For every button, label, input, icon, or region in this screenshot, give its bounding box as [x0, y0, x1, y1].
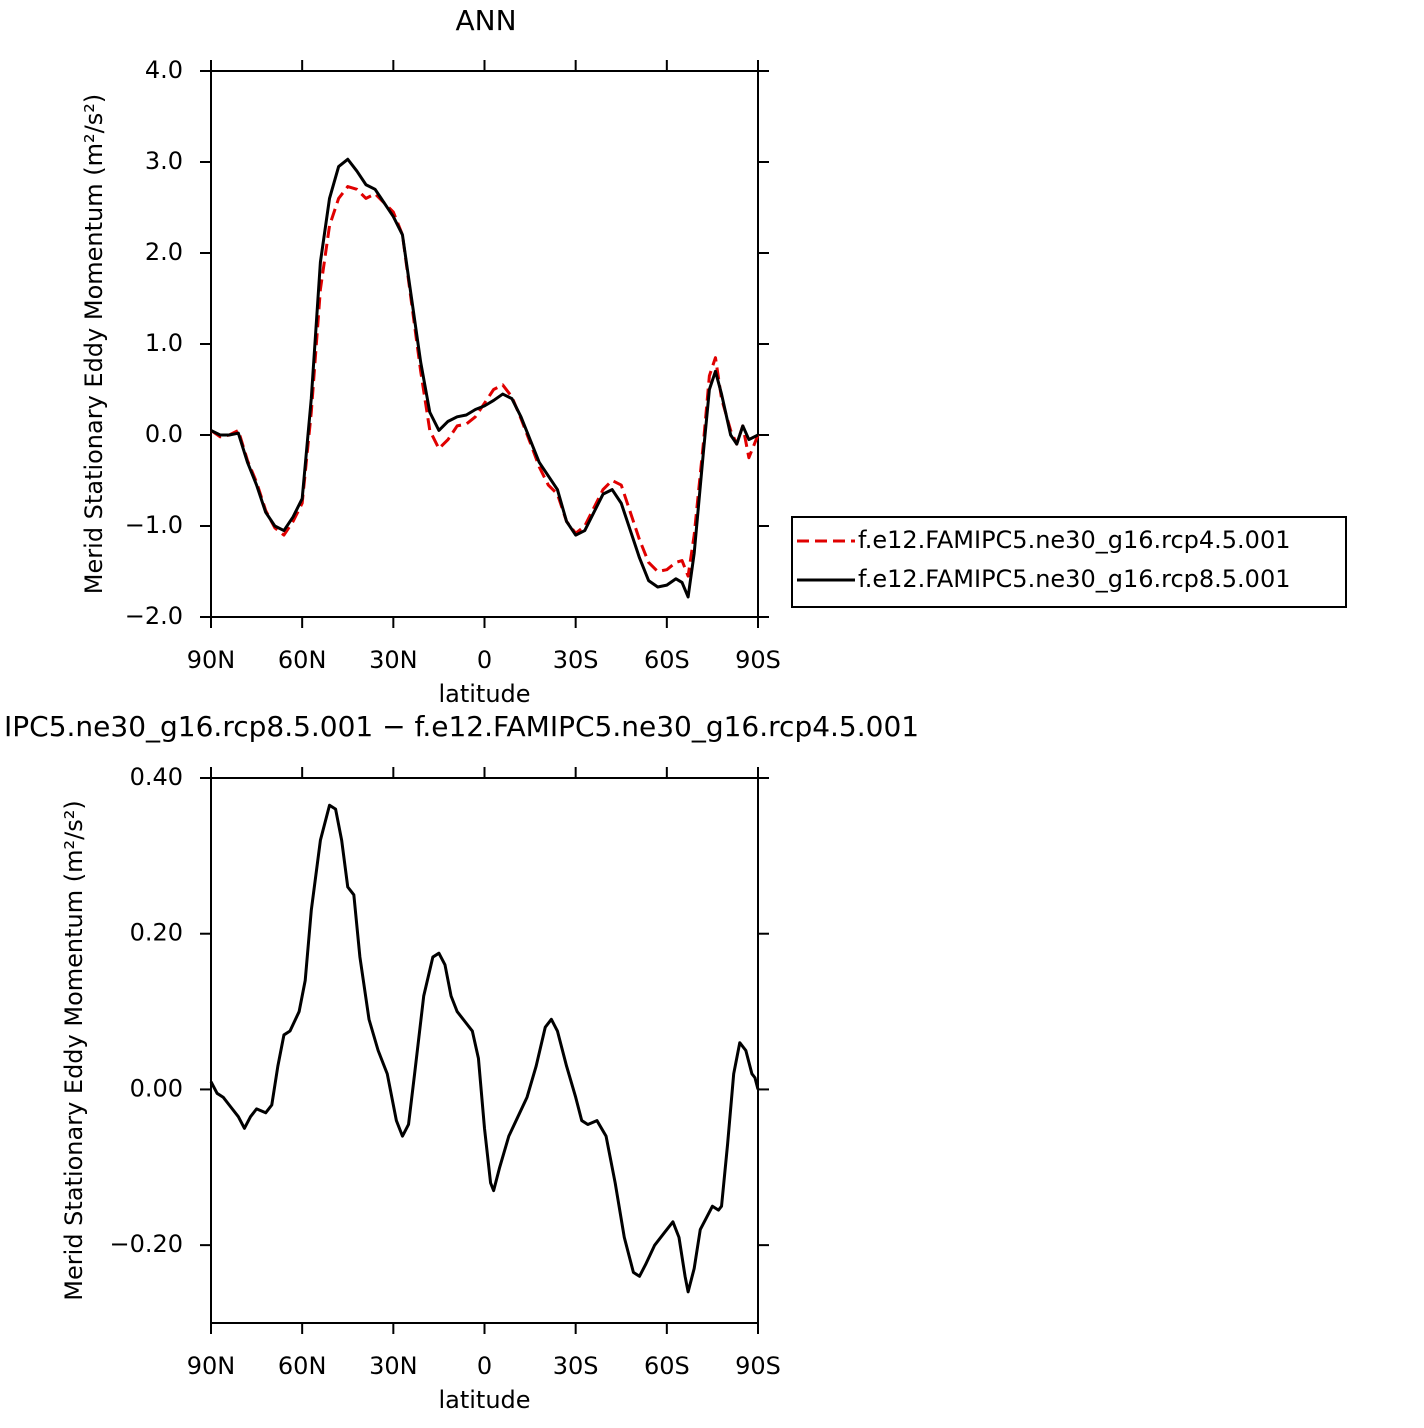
x-tick-label: 90S	[735, 646, 781, 674]
x-axis-label: latitude	[438, 680, 530, 708]
chart-title: IPC5.ne30_g16.rcp8.5.001 − f.e12.FAMIPC5…	[4, 710, 919, 743]
plot-frame	[210, 777, 759, 1324]
x-tick-label: 90N	[187, 1352, 236, 1380]
x-tick-label: 60S	[644, 1352, 690, 1380]
y-tick-label: 2.0	[145, 238, 183, 266]
x-tick-label: 90S	[735, 1352, 781, 1380]
y-axis-label: Merid Stationary Eddy Momentum (m²/s²)	[60, 800, 88, 1300]
y-tick-label: 0.40	[130, 763, 183, 791]
legend-label: f.e12.FAMIPC5.ne30_g16.rcp4.5.001	[858, 526, 1291, 554]
y-tick-label: 0.00	[130, 1074, 183, 1102]
x-tick-label: 30S	[553, 646, 599, 674]
y-tick-label: 3.0	[145, 147, 183, 175]
line-series	[210, 157, 759, 599]
plot-frame	[210, 70, 759, 618]
x-tick-label: 0	[477, 1352, 492, 1380]
y-tick-label: −1.0	[125, 511, 183, 539]
y-tick-label: 4.0	[145, 56, 183, 84]
x-tick-label: 60N	[278, 1352, 327, 1380]
legend-label: f.e12.FAMIPC5.ne30_g16.rcp8.5.001	[858, 565, 1291, 593]
x-axis-label: latitude	[438, 1386, 530, 1414]
y-tick-label: −0.20	[109, 1230, 183, 1258]
y-tick-label: 0.20	[130, 919, 183, 947]
x-tick-label: 30N	[369, 1352, 418, 1380]
legend-box	[791, 516, 1347, 608]
x-tick-label: 30N	[369, 646, 418, 674]
x-tick-label: 90N	[187, 646, 236, 674]
x-tick-label: 60N	[278, 646, 327, 674]
y-tick-label: −2.0	[125, 602, 183, 630]
chart-title: ANN	[455, 4, 516, 37]
y-axis-label: Merid Stationary Eddy Momentum (m²/s²)	[80, 94, 108, 594]
y-tick-label: 1.0	[145, 329, 183, 357]
line-series	[209, 803, 760, 1294]
x-tick-label: 0	[477, 646, 492, 674]
x-tick-label: 30S	[553, 1352, 599, 1380]
y-tick-label: 0.0	[145, 420, 183, 448]
x-tick-label: 60S	[644, 646, 690, 674]
